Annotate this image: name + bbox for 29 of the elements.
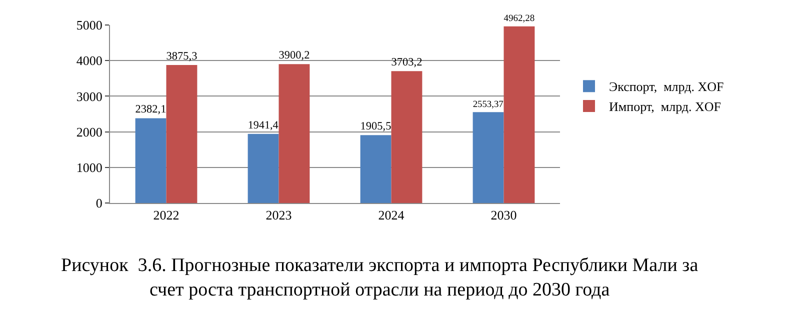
text: Рисунок 3.6. Прогнозные показатели экспорта и импорта Республики Мали за счет роста транспортной отрасли на период до 2030 года xyxy=(61,255,699,301)
bar xyxy=(248,134,279,203)
data-label: 2553,37 xyxy=(472,100,504,110)
bar xyxy=(504,26,535,203)
x-tick-label: 2024 xyxy=(378,208,405,223)
bar xyxy=(472,112,504,203)
data-label: 2382,1 xyxy=(135,104,166,116)
bar xyxy=(391,71,422,203)
x-tick-label: 2022 xyxy=(153,208,180,223)
bar xyxy=(360,135,392,203)
data-label: 3875,3 xyxy=(166,50,198,62)
data-label: 3900,2 xyxy=(278,50,310,62)
data-label: 4962,28 xyxy=(504,14,535,24)
x-tick-label: 2023 xyxy=(266,208,292,223)
bar xyxy=(135,118,166,203)
data-label: 3703,2 xyxy=(391,56,422,69)
y-tick-label: 3000 xyxy=(76,88,102,104)
legend-label: Импорт, млрд. XOF xyxy=(609,99,722,114)
bar xyxy=(278,64,310,203)
y-tick-label: 4000 xyxy=(76,53,102,68)
y-tick-label: 0 xyxy=(96,196,102,211)
y-tick-label: 1000 xyxy=(76,160,102,175)
y-tick-label: 5000 xyxy=(76,18,102,33)
legend-label: Экспорт, млрд. XOF xyxy=(609,79,724,94)
data-label: 1905,5 xyxy=(360,120,392,133)
y-tick-label: 2000 xyxy=(76,124,102,140)
bar xyxy=(166,65,198,203)
x-tick-label: 2030 xyxy=(490,208,517,223)
data-label: 1941,4 xyxy=(248,119,279,132)
